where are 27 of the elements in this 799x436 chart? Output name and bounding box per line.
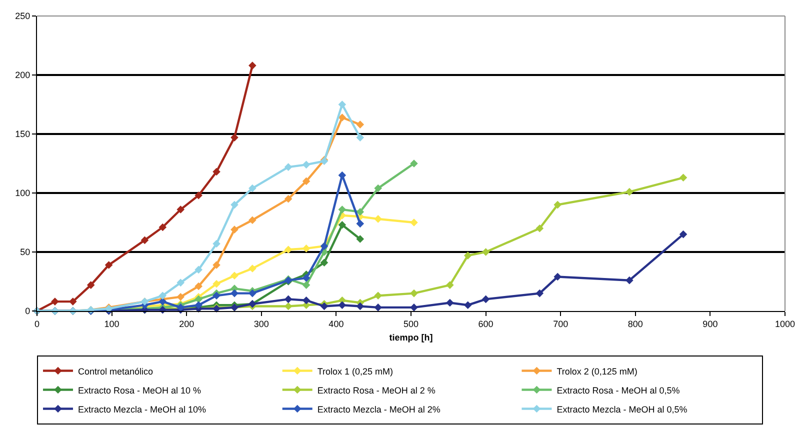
x-tick-label: 400 <box>328 318 344 329</box>
x-axis-title: tiempo [h] <box>389 332 433 343</box>
x-tick-label: 200 <box>179 318 194 329</box>
legend-label: Trolox 2 (0,125 mM) <box>556 366 638 376</box>
legend-label: Trolox 1 (0,25 mM) <box>317 366 394 376</box>
y-tick-label: 0 <box>25 306 30 316</box>
legend-label: Extracto Rosa - MeOH al 10 % <box>78 385 202 396</box>
x-tick-label: 1000 <box>774 318 796 329</box>
x-tick-label: 500 <box>403 318 419 329</box>
y-tick-label: 50 <box>20 247 30 258</box>
legend-label: Extracto Mezcla - MeOH al 10% <box>78 404 206 414</box>
legend-label: Extracto Rosa - MeOH al 0,5% <box>556 385 680 396</box>
y-tick-label: 200 <box>15 70 30 80</box>
x-tick-label: 0 <box>34 318 40 329</box>
x-tick-label: 800 <box>628 318 643 329</box>
x-tick-label: 900 <box>702 318 718 329</box>
y-tick-label: 250 <box>15 11 30 22</box>
x-tick-label: 700 <box>553 318 568 329</box>
x-tick-label: 100 <box>104 318 120 329</box>
legend-label: Control metanólico <box>78 366 154 376</box>
legend-label: Extracto Rosa - MeOH al 2 % <box>317 385 436 396</box>
x-tick-label: 300 <box>254 318 269 329</box>
y-tick-label: 100 <box>15 188 30 198</box>
legend-label: Extracto Mezcla - MeOH al 2% <box>317 404 440 414</box>
legend-label: Extracto Mezcla - MeOH al 0,5% <box>556 404 688 414</box>
x-tick-label: 600 <box>478 318 494 329</box>
y-tick-label: 150 <box>15 129 30 140</box>
